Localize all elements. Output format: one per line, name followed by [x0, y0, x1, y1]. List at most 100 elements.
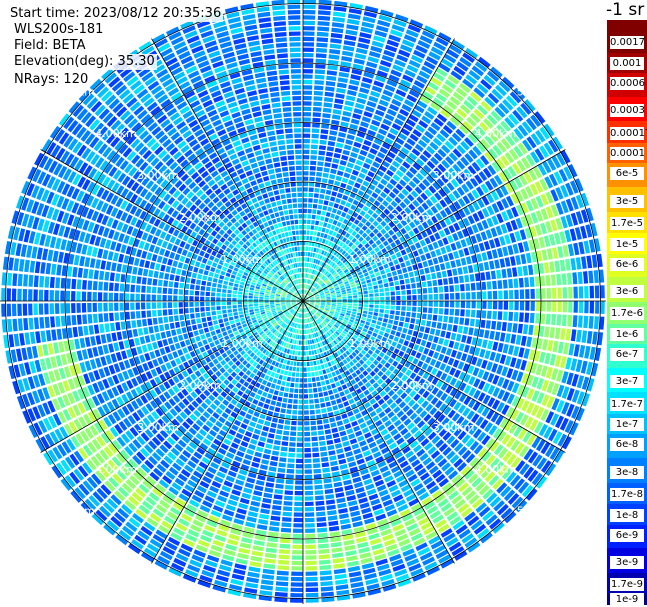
data-cell [505, 333, 511, 343]
data-cell [305, 345, 309, 351]
data-cell [281, 381, 286, 386]
data-cell [189, 307, 195, 313]
data-cell [316, 47, 328, 53]
data-cell [565, 328, 572, 341]
data-cell [295, 377, 299, 383]
data-cell [303, 241, 306, 246]
data-cell [284, 330, 288, 336]
data-cell [497, 342, 504, 353]
data-cell [322, 413, 328, 419]
data-cell [238, 469, 248, 476]
data-cell [379, 236, 386, 243]
data-cell [304, 268, 307, 273]
data-cell [406, 422, 415, 431]
data-cell [374, 553, 387, 561]
data-cell [272, 505, 282, 511]
data-cell [192, 519, 204, 528]
data-cell [324, 333, 329, 338]
data-cell [205, 420, 214, 428]
data-cell [526, 488, 538, 501]
data-cell [315, 297, 320, 299]
data-cell [545, 444, 556, 458]
data-cell [176, 382, 184, 390]
data-cell [60, 315, 66, 327]
data-cell [353, 383, 360, 390]
data-cell [168, 369, 176, 377]
data-cell [253, 321, 259, 326]
data-cell [142, 479, 153, 490]
data-cell [337, 279, 342, 283]
data-cell [126, 349, 133, 358]
data-cell [320, 216, 325, 221]
data-cell [263, 448, 272, 455]
data-cell [354, 376, 361, 383]
data-cell [383, 283, 389, 288]
data-cell [570, 196, 579, 210]
data-cell [284, 370, 289, 376]
data-cell [384, 137, 394, 145]
data-cell [444, 293, 449, 300]
data-cell [200, 359, 207, 366]
data-cell [323, 478, 332, 484]
data-cell [437, 163, 447, 173]
data-cell [431, 367, 438, 376]
data-cell [447, 324, 453, 332]
data-cell [204, 524, 216, 533]
data-cell [136, 375, 144, 385]
data-cell [102, 501, 115, 514]
data-cell [123, 339, 130, 349]
data-cell [396, 214, 404, 221]
data-cell [325, 189, 332, 195]
data-cell [389, 281, 394, 287]
data-cell [87, 397, 96, 409]
data-cell [259, 413, 266, 420]
data-cell [251, 550, 264, 557]
data-cell [42, 344, 49, 356]
data-cell [305, 290, 307, 295]
data-cell [449, 285, 454, 292]
data-cell [496, 269, 502, 279]
data-cell [335, 492, 345, 498]
data-cell [271, 510, 281, 516]
data-cell [110, 516, 123, 528]
data-cell [292, 366, 296, 372]
data-cell [291, 302, 296, 304]
data-cell [350, 74, 361, 81]
data-cell [328, 201, 334, 207]
data-cell [414, 143, 424, 153]
data-cell [503, 489, 516, 502]
data-cell [54, 428, 64, 442]
data-cell [343, 268, 349, 274]
data-cell [340, 274, 346, 279]
data-cell [528, 168, 538, 181]
data-cell [539, 178, 549, 191]
data-cell [343, 252, 349, 258]
data-cell [373, 285, 378, 290]
data-cell [396, 437, 405, 445]
data-cell [454, 369, 461, 378]
data-cell [550, 189, 559, 202]
data-cell [281, 305, 286, 308]
data-cell [278, 462, 286, 468]
data-cell [69, 339, 75, 351]
data-cell [329, 287, 334, 291]
data-cell [364, 324, 369, 330]
data-cell [405, 369, 412, 377]
data-cell [132, 366, 140, 376]
data-cell [304, 278, 307, 284]
data-cell [279, 334, 284, 339]
data-cell [134, 534, 147, 546]
data-cell [503, 311, 508, 321]
data-cell [386, 79, 398, 88]
data-cell [24, 332, 31, 345]
data-cell [159, 374, 167, 382]
data-cell [319, 307, 324, 310]
data-cell [136, 451, 146, 462]
data-cell [354, 453, 363, 460]
data-cell [455, 333, 462, 342]
data-cell [42, 387, 51, 400]
data-cell [451, 474, 462, 484]
data-cell [505, 134, 516, 147]
data-cell [261, 459, 270, 465]
data-cell [564, 419, 574, 434]
